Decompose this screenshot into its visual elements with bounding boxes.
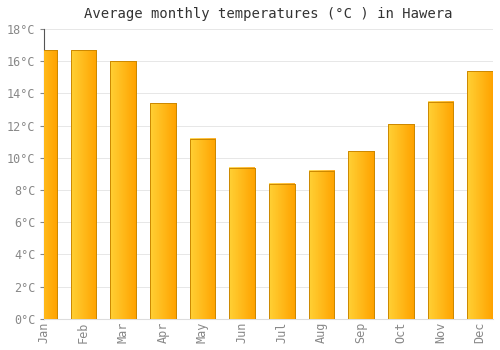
Bar [190,139,216,319]
Bar [31,50,56,319]
Bar [269,184,294,319]
Bar [348,152,374,319]
Bar [150,103,176,319]
Bar [110,61,136,319]
Bar [110,61,136,319]
Bar [31,50,56,319]
Bar [190,139,216,319]
Bar [468,71,493,319]
Bar [308,171,334,319]
Bar [150,103,176,319]
Bar [388,124,413,319]
Bar [428,102,454,319]
Title: Average monthly temperatures (°C ) in Hawera: Average monthly temperatures (°C ) in Ha… [84,7,452,21]
Bar [348,152,374,319]
Bar [428,102,454,319]
Bar [229,168,255,319]
Bar [229,168,255,319]
Bar [70,50,97,319]
Bar [388,124,413,319]
Bar [308,171,334,319]
Bar [70,50,97,319]
Bar [468,71,493,319]
Bar [269,184,294,319]
